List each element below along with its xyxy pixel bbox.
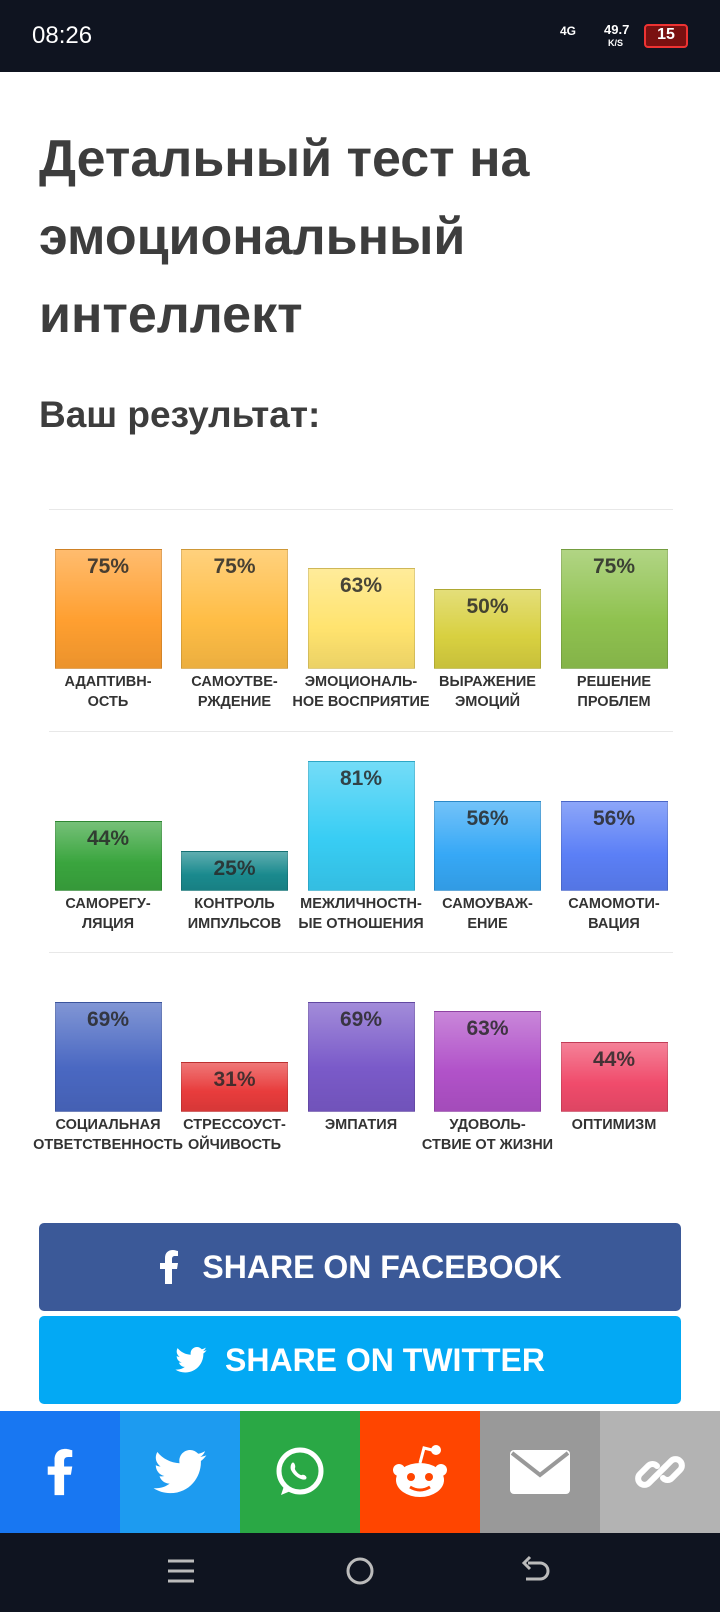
speed: 49.7	[604, 22, 630, 37]
value-label: 44%	[86, 826, 130, 850]
icon	[153, 1450, 207, 1494]
bar	[54, 1001, 162, 1112]
bar	[307, 568, 415, 669]
facebook-button[interactable]: SHARE ON FACEBOOK	[39, 1223, 681, 1311]
value-label: 63%	[339, 574, 383, 598]
speed-unit: K/S	[608, 38, 624, 48]
icon	[510, 1450, 570, 1494]
value-label: 75%	[86, 555, 130, 578]
bar	[54, 549, 162, 669]
share-facebook[interactable]	[0, 1411, 120, 1533]
bar	[434, 1011, 541, 1112]
bar	[54, 820, 162, 891]
bar	[434, 801, 541, 891]
category-label: УДОВОЛЬ- СТВИЕ ОТ ЖИЗНИ	[421, 1117, 554, 1153]
value-label: 44%	[592, 1047, 636, 1071]
facebook-icon	[160, 1250, 179, 1284]
value-label: 69%	[86, 1007, 130, 1031]
share-email[interactable]	[480, 1411, 600, 1533]
chart-top-line	[49, 952, 673, 953]
icon	[276, 1447, 324, 1495]
icon	[47, 1448, 73, 1496]
bar	[181, 549, 288, 669]
category-label: АДАПТИВН- ОСТЬ	[64, 674, 152, 710]
category-label: ОПТИМИЗМ	[571, 1117, 657, 1133]
value-label: 81%	[339, 767, 383, 791]
chart-top-line	[49, 509, 673, 510]
bar	[181, 1062, 288, 1112]
category-label: САМОУВАЖ- ЕНИЕ	[442, 896, 533, 932]
category-label: СОЦИАЛЬНАЯ ОТВЕТСТВЕННОСТЬ	[33, 1117, 183, 1153]
value-label: 31%	[213, 1068, 256, 1092]
share-link[interactable]	[600, 1411, 720, 1533]
bar	[307, 761, 415, 891]
category-label: САМОМОТИ- ВАЦИЯ	[568, 896, 660, 932]
category-label: СТРЕССОУСТ- ОЙЧИВОСТЬ	[183, 1117, 286, 1153]
value-label: 56%	[592, 807, 636, 831]
category-label: ЭМПАТИЯ	[324, 1117, 398, 1133]
button-label: SHARE ON FACEBOOK	[202, 1248, 562, 1285]
share-reddit[interactable]	[360, 1411, 480, 1533]
value-label: 50%	[466, 595, 509, 618]
category-label: ВЫРАЖЕНИЕ ЭМОЦИЙ	[439, 674, 536, 710]
clock: 08:26	[32, 22, 93, 49]
twitter-button[interactable]: SHARE ON TWITTER	[39, 1316, 681, 1404]
nav-icons	[168, 1555, 550, 1585]
battery: 15	[644, 24, 688, 48]
subtitle: Ваш результат:	[39, 394, 321, 435]
share-whatsapp[interactable]	[240, 1411, 360, 1533]
value-label: 25%	[213, 857, 256, 880]
category-label: САМОУТВЕ- РЖДЕНИЕ	[191, 674, 278, 710]
bar	[560, 1041, 668, 1112]
value-label: 75%	[592, 555, 636, 578]
category-label: САМОРЕГУ- ЛЯЦИЯ	[65, 896, 151, 932]
bar	[560, 549, 668, 669]
status-bar: 08:26 4G 49.7 K/S 15	[0, 0, 720, 72]
icon	[635, 1456, 685, 1488]
value-label: 69%	[339, 1007, 383, 1031]
icon	[393, 1445, 447, 1497]
nav-bar	[0, 1533, 720, 1612]
bar	[434, 589, 541, 669]
value-label: 63%	[466, 1017, 509, 1041]
bar	[560, 801, 668, 891]
category-label: КОНТРОЛЬ ИМПУЛЬСОВ	[187, 896, 282, 932]
bar	[181, 851, 288, 891]
value-label: 56%	[466, 807, 509, 831]
network: 4G	[560, 24, 577, 38]
category-label: МЕЖЛИЧНОСТН- ЫЕ ОТНОШЕНИЯ	[298, 896, 424, 932]
category-label: ЭМОЦИОНАЛЬ- НОЕ ВОСПРИЯТИЕ	[292, 674, 430, 710]
chart-top-line	[49, 731, 673, 732]
page-title: Детальный тест на эмоциональный интеллек…	[39, 130, 530, 344]
category-label: РЕШЕНИЕ ПРОБЛЕМ	[576, 674, 652, 710]
share-twitter[interactable]	[120, 1411, 240, 1533]
bar	[307, 1001, 415, 1112]
button-label: SHARE ON TWITTER	[225, 1341, 545, 1378]
twitter-icon	[175, 1347, 207, 1373]
value-label: 75%	[213, 555, 256, 578]
